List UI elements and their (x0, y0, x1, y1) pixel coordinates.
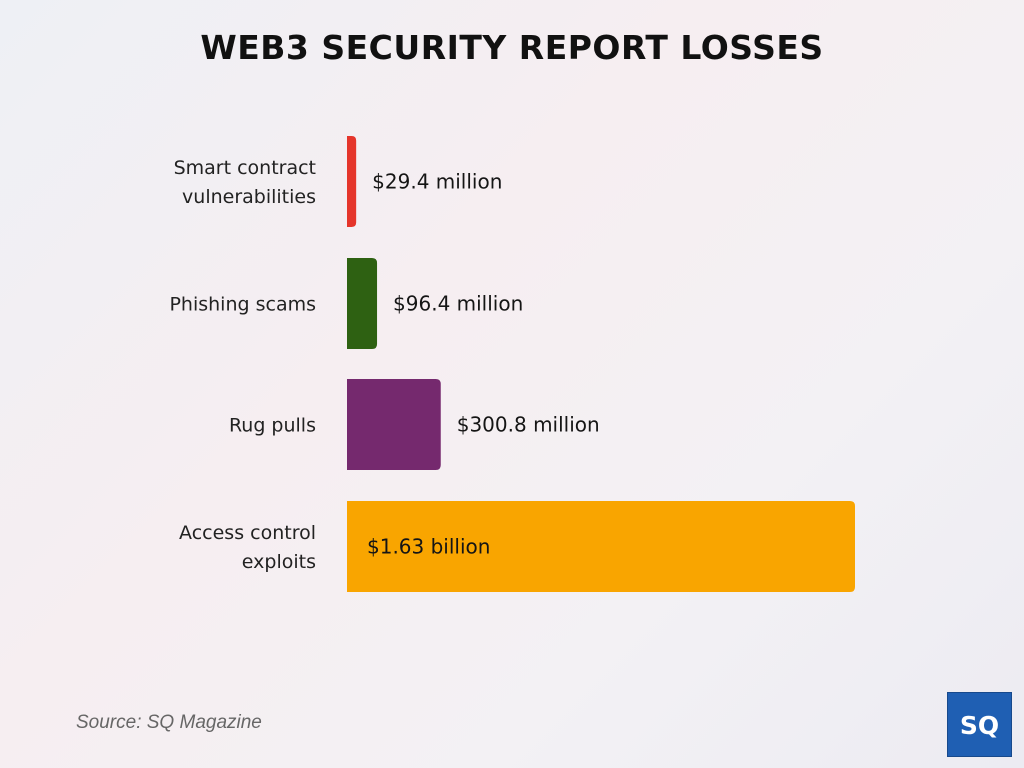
bar-0 (347, 136, 357, 227)
category-label-1: Phishing scams (169, 294, 316, 316)
value-label-2: $300.8 million (457, 413, 600, 437)
source-caption: Source: SQ Magazine (76, 712, 262, 733)
value-label-1: $96.4 million (393, 292, 523, 316)
value-label-0: $29.4 million (372, 170, 502, 194)
category-label-3: Access control exploits (179, 522, 316, 573)
category-label-0: Smart contract vulnerabilities (174, 157, 316, 208)
category-label-2: Rug pulls (229, 415, 316, 437)
sq-magazine-logo: SQ (947, 692, 1012, 757)
logo-text: SQ (960, 711, 999, 740)
chart-title: WEB3 SECURITY REPORT LOSSES (200, 28, 824, 67)
value-label-3: $1.63 billion (367, 535, 490, 559)
bar-1 (347, 258, 378, 349)
bar-3 (347, 501, 855, 592)
bar-2 (347, 379, 441, 470)
